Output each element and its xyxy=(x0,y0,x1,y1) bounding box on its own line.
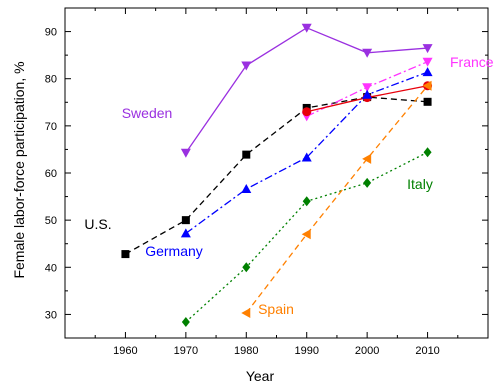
point-u-s xyxy=(181,216,190,225)
point-france xyxy=(362,83,373,93)
series-layer xyxy=(121,23,433,327)
point-u-s xyxy=(242,150,251,159)
point-series-3 xyxy=(302,107,312,117)
point-sweden xyxy=(362,48,373,58)
y-tick-label: 50 xyxy=(45,215,57,227)
point-france xyxy=(422,57,433,67)
label-u-s: U.S. xyxy=(84,216,111,232)
x-tick-label: 2010 xyxy=(415,345,439,357)
x-tick-label: 1960 xyxy=(113,345,137,357)
point-spain xyxy=(362,153,372,164)
series-italy xyxy=(181,147,432,327)
x-axis-title: Year xyxy=(246,368,275,383)
point-spain xyxy=(241,308,251,319)
x-axis: 1960 1970 1980 1990 2000 2010 xyxy=(94,8,459,357)
x-tick-label: 1970 xyxy=(174,345,198,357)
series-germany xyxy=(180,67,433,238)
point-u-s xyxy=(121,250,130,259)
label-france: France xyxy=(450,54,494,70)
series-sweden xyxy=(180,23,433,158)
y-tick-label: 60 xyxy=(45,168,57,180)
point-sweden xyxy=(422,44,433,54)
label-germany: Germany xyxy=(145,243,203,259)
line-sweden xyxy=(185,27,428,154)
point-u-s xyxy=(423,97,432,106)
point-germany xyxy=(180,228,191,238)
point-germany xyxy=(362,89,373,99)
x-tick-label: 1980 xyxy=(234,345,258,357)
y-axis-title: Female labor-force participation, % xyxy=(11,61,27,278)
y-tick-label: 90 xyxy=(45,27,57,39)
series-spain xyxy=(241,80,432,319)
point-italy xyxy=(242,262,251,273)
line-spain xyxy=(245,85,429,314)
y-tick-label: 80 xyxy=(45,74,57,86)
y-axis: 30 40 50 60 70 80 90 xyxy=(45,27,488,321)
point-sweden xyxy=(180,148,191,158)
y-tick-label: 30 xyxy=(45,309,57,321)
label-layer: U.S. Sweden France Germany Italy Spain xyxy=(84,54,493,317)
plot-frame xyxy=(64,7,489,339)
point-italy xyxy=(423,147,432,158)
point-germany xyxy=(422,67,433,77)
x-tick-label: 2000 xyxy=(355,345,379,357)
label-italy: Italy xyxy=(407,176,433,192)
plot-border xyxy=(64,7,489,339)
point-italy xyxy=(302,196,311,207)
line-italy xyxy=(185,151,428,323)
series-france xyxy=(301,57,433,122)
x-tick-label: 1990 xyxy=(294,345,318,357)
point-spain xyxy=(422,80,432,91)
y-tick-label: 70 xyxy=(45,121,57,133)
point-italy xyxy=(181,316,190,327)
point-germany xyxy=(241,184,252,194)
point-spain xyxy=(301,229,311,240)
point-italy xyxy=(363,177,372,188)
line-germany xyxy=(185,71,428,234)
label-spain: Spain xyxy=(258,301,294,317)
point-sweden xyxy=(301,23,312,33)
point-germany xyxy=(301,152,312,162)
point-sweden xyxy=(241,61,252,71)
label-sweden: Sweden xyxy=(122,105,173,121)
y-tick-label: 40 xyxy=(45,262,57,274)
